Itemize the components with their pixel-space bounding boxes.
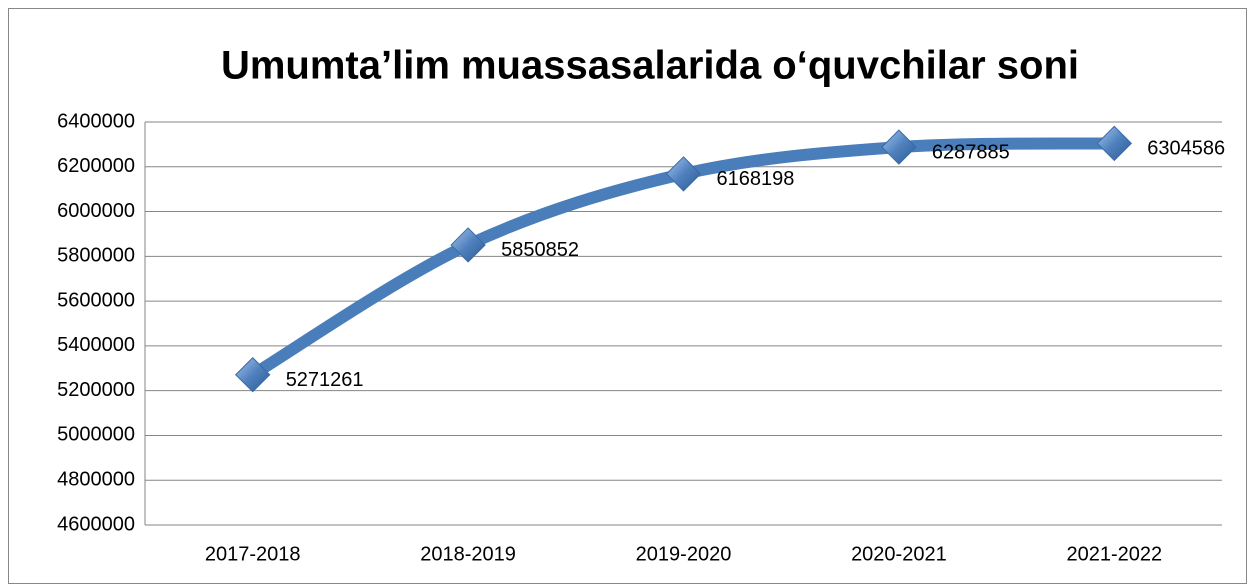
marker	[881, 129, 917, 165]
y-tick-label: 5800000	[57, 245, 135, 267]
y-tick-label: 6200000	[57, 155, 135, 177]
x-tick-label: 2021-2022	[1066, 543, 1162, 565]
data-label: 5271261	[286, 369, 364, 391]
y-tick-label: 5600000	[57, 289, 135, 311]
x-tick-label: 2020-2021	[851, 543, 947, 565]
chart-title: Umumta’lim muassasalarida o‘quvchilar so…	[221, 44, 1079, 88]
x-tick-label: 2019-2020	[636, 543, 732, 565]
data-label: 5850852	[501, 239, 579, 261]
y-tick-label: 4600000	[57, 513, 135, 535]
marker	[450, 227, 486, 263]
y-tick-label: 5400000	[57, 334, 135, 356]
x-tick-label: 2018-2019	[420, 543, 516, 565]
y-tick-label: 5200000	[57, 379, 135, 401]
chart-border	[8, 8, 1247, 584]
y-tick-label: 4800000	[57, 469, 135, 491]
data-label: 6304586	[1147, 138, 1225, 160]
y-tick-label: 6000000	[57, 200, 135, 222]
y-tick-label: 6400000	[57, 110, 135, 132]
x-tick-label: 2017-2018	[205, 543, 301, 565]
data-label: 6287885	[932, 141, 1010, 163]
y-tick-label: 5000000	[57, 424, 135, 446]
marker	[1096, 125, 1133, 162]
data-label: 6168198	[717, 168, 795, 190]
marker	[665, 156, 702, 192]
marker	[234, 357, 271, 393]
